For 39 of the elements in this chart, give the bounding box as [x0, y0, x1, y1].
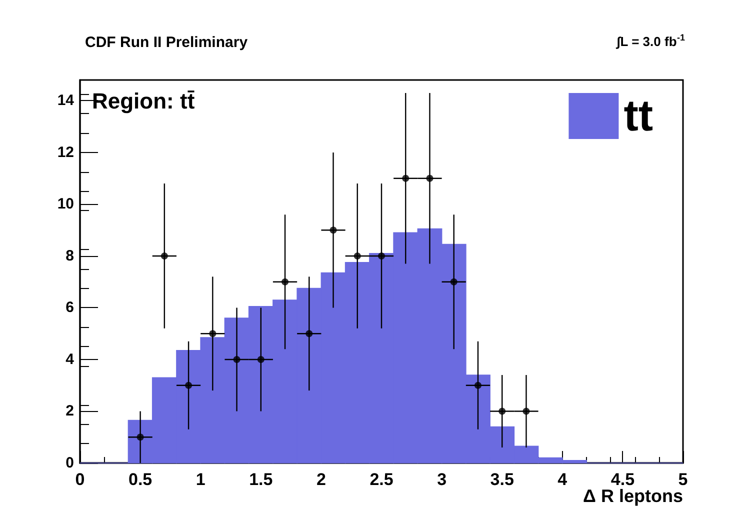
- point: [306, 330, 313, 338]
- point: [450, 278, 458, 286]
- x-tick-label: 2.5: [370, 470, 394, 489]
- x-tick-label: 5: [678, 470, 688, 489]
- x-tick-label: 4: [558, 470, 568, 489]
- point: [474, 382, 482, 389]
- point: [378, 252, 385, 260]
- point: [185, 382, 192, 389]
- point: [209, 330, 216, 338]
- point: [282, 278, 289, 286]
- chart-title: CDF Run II Preliminary: [85, 34, 248, 51]
- point: [160, 252, 168, 260]
- y-tick-label: 4: [66, 350, 75, 368]
- x-tick-label: 1.5: [249, 470, 273, 489]
- x-tick-label: 2: [316, 470, 326, 489]
- point: [257, 356, 264, 363]
- point: [136, 434, 144, 441]
- point: [354, 252, 361, 260]
- point: [426, 174, 434, 182]
- x-tick-label: 0.5: [128, 470, 152, 489]
- point: [402, 174, 410, 182]
- point: [522, 408, 530, 415]
- y-tick-label: 14: [57, 92, 75, 110]
- x-tick-label: 3.5: [490, 470, 514, 489]
- y-tick-label: 2: [66, 402, 74, 420]
- point: [330, 226, 337, 234]
- y-tick-label: 10: [57, 196, 74, 213]
- x-tick-label: 1: [196, 470, 206, 489]
- y-tick-label: 12: [57, 144, 74, 161]
- x-axis-title: Δ R leptons: [583, 486, 684, 506]
- y-tick-label: 0: [66, 454, 74, 472]
- x-tick-label: 4.5: [610, 470, 635, 489]
- y-tick-label: 8: [66, 247, 74, 264]
- point: [233, 356, 240, 363]
- point: [498, 408, 506, 415]
- legend-label: tt: [624, 92, 654, 140]
- annotation: Region: tt̄: [92, 88, 196, 114]
- x-tick-label: 3: [437, 470, 447, 489]
- y-tick-label: 6: [66, 299, 74, 316]
